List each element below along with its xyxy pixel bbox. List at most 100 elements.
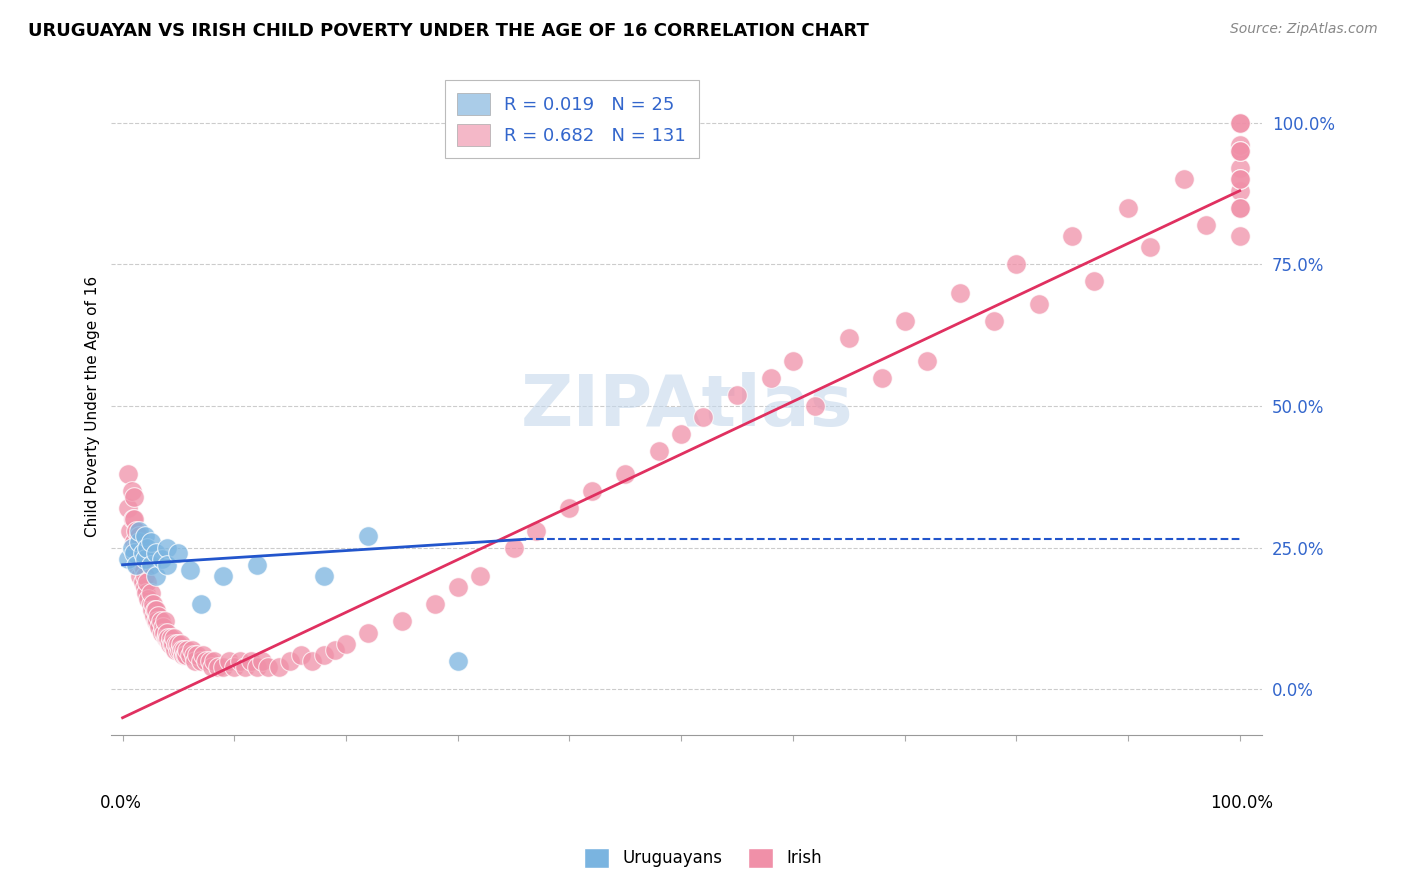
Point bbox=[207, 659, 229, 673]
Point bbox=[229, 654, 252, 668]
Point bbox=[122, 546, 145, 560]
Point bbox=[165, 642, 187, 657]
Point bbox=[425, 598, 447, 612]
Point bbox=[128, 529, 150, 543]
Point bbox=[159, 632, 181, 646]
Point bbox=[121, 484, 143, 499]
Point bbox=[136, 591, 159, 606]
Text: URUGUAYAN VS IRISH CHILD POVERTY UNDER THE AGE OF 16 CORRELATION CHART: URUGUAYAN VS IRISH CHILD POVERTY UNDER T… bbox=[28, 22, 869, 40]
Point bbox=[1229, 144, 1251, 158]
Point bbox=[1028, 297, 1050, 311]
Point bbox=[1229, 116, 1251, 130]
Point bbox=[172, 648, 194, 663]
Point bbox=[128, 546, 150, 560]
Point bbox=[190, 598, 212, 612]
Point bbox=[174, 648, 197, 663]
Point bbox=[191, 648, 214, 663]
Point bbox=[135, 586, 157, 600]
Point bbox=[648, 444, 671, 458]
Point bbox=[167, 642, 190, 657]
Point bbox=[162, 637, 184, 651]
Point bbox=[170, 642, 193, 657]
Point bbox=[224, 659, 246, 673]
Legend: Uruguayans, Irish: Uruguayans, Irish bbox=[578, 841, 828, 875]
Point bbox=[122, 512, 145, 526]
Point bbox=[142, 598, 165, 612]
Point bbox=[152, 620, 174, 634]
Point bbox=[838, 331, 860, 345]
Point bbox=[127, 558, 149, 572]
Point bbox=[202, 654, 225, 668]
Point bbox=[949, 285, 972, 300]
Point bbox=[145, 546, 167, 560]
Point bbox=[157, 632, 180, 646]
Point bbox=[1062, 229, 1084, 244]
Point bbox=[447, 581, 470, 595]
Point bbox=[1229, 172, 1251, 186]
Point bbox=[156, 632, 179, 646]
Point bbox=[117, 467, 139, 481]
Point bbox=[125, 524, 148, 538]
Point bbox=[139, 535, 162, 549]
Point bbox=[186, 648, 208, 663]
Point bbox=[156, 558, 179, 572]
Point bbox=[179, 648, 201, 663]
Point bbox=[145, 603, 167, 617]
Point bbox=[323, 642, 346, 657]
Point bbox=[301, 654, 323, 668]
Point bbox=[1229, 161, 1251, 175]
Point bbox=[129, 569, 152, 583]
Point bbox=[524, 524, 547, 538]
Point bbox=[122, 490, 145, 504]
Point bbox=[148, 608, 170, 623]
Point bbox=[179, 563, 201, 577]
Point bbox=[117, 501, 139, 516]
Point bbox=[139, 558, 162, 572]
Point bbox=[153, 625, 176, 640]
Point bbox=[1229, 201, 1251, 215]
Point bbox=[117, 552, 139, 566]
Point bbox=[128, 535, 150, 549]
Point bbox=[184, 654, 207, 668]
Point bbox=[145, 569, 167, 583]
Point bbox=[782, 353, 804, 368]
Point bbox=[312, 569, 335, 583]
Point bbox=[139, 598, 162, 612]
Point bbox=[167, 637, 190, 651]
Point bbox=[139, 586, 162, 600]
Point bbox=[1173, 172, 1195, 186]
Point bbox=[195, 654, 218, 668]
Point bbox=[357, 529, 380, 543]
Point bbox=[141, 603, 163, 617]
Point bbox=[290, 648, 312, 663]
Point bbox=[170, 637, 193, 651]
Point bbox=[122, 535, 145, 549]
Point bbox=[146, 615, 169, 629]
Point bbox=[558, 501, 581, 516]
Point bbox=[212, 659, 235, 673]
Point bbox=[136, 541, 159, 555]
Point bbox=[1229, 184, 1251, 198]
Point bbox=[1116, 201, 1139, 215]
Text: 100.0%: 100.0% bbox=[1211, 794, 1274, 812]
Point bbox=[163, 632, 186, 646]
Point bbox=[160, 637, 183, 651]
Point bbox=[1229, 144, 1251, 158]
Point bbox=[614, 467, 637, 481]
Point bbox=[581, 484, 603, 499]
Point bbox=[447, 654, 470, 668]
Point bbox=[759, 370, 782, 384]
Point bbox=[1229, 116, 1251, 130]
Point bbox=[125, 541, 148, 555]
Point bbox=[1229, 201, 1251, 215]
Point bbox=[128, 524, 150, 538]
Point bbox=[180, 642, 202, 657]
Point bbox=[235, 659, 257, 673]
Point bbox=[246, 558, 269, 572]
Point bbox=[131, 546, 153, 560]
Point bbox=[468, 569, 491, 583]
Point bbox=[246, 659, 269, 673]
Point bbox=[212, 569, 235, 583]
Point bbox=[174, 648, 197, 663]
Point bbox=[1229, 144, 1251, 158]
